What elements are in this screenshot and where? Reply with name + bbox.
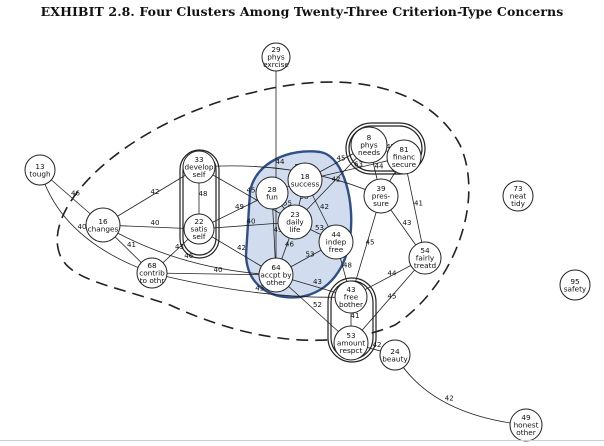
edge-weight-33-23: 45 bbox=[247, 187, 256, 195]
node-label-22-2: self bbox=[193, 232, 206, 241]
node-label-95-1: safety bbox=[564, 284, 587, 293]
node-43: 43freebother bbox=[335, 281, 367, 313]
edge-weight-54-43: 44 bbox=[388, 270, 397, 278]
node-label-54-2: treatd bbox=[414, 261, 436, 270]
edge-weight-53-54: 45 bbox=[388, 293, 397, 301]
node-label-23-2: life bbox=[289, 225, 301, 234]
node-label-24-1: beauty bbox=[382, 354, 408, 363]
edge-weight-16-33: 42 bbox=[151, 188, 160, 196]
edge-weight-22-64: 42 bbox=[237, 244, 246, 252]
edge-24-49 bbox=[395, 355, 526, 425]
edge-weight-16-68: 41 bbox=[127, 241, 136, 249]
edge-weight-29-64: 44 bbox=[276, 158, 285, 166]
node-label-16-1: changes bbox=[88, 224, 119, 233]
node-label-81-2: secure bbox=[392, 160, 417, 169]
node-label-73-2: tidy bbox=[511, 199, 526, 208]
node-label-28-1: fun bbox=[266, 192, 278, 201]
edge-weight-22-23: 40 bbox=[247, 218, 256, 226]
edge-weight-81-54: 41 bbox=[414, 200, 423, 208]
node-54: 54fairlytreatd bbox=[409, 242, 441, 274]
node-64: 64accpt byother bbox=[259, 258, 293, 292]
edge-weight-8-39: 44 bbox=[375, 163, 384, 171]
node-label-33-2: self bbox=[193, 170, 206, 179]
edge-weight-18-44: 42 bbox=[320, 203, 329, 211]
node-label-39-2: sure bbox=[373, 199, 389, 208]
node-label-49-2: other bbox=[516, 428, 535, 437]
node-53: 53amountrespct bbox=[334, 326, 368, 360]
node-label-18-1: success bbox=[291, 179, 320, 188]
edge-weight-44-64: 53 bbox=[306, 251, 315, 259]
edge-weight-23-64: 46 bbox=[285, 241, 294, 249]
node-label-53-2: respct bbox=[340, 346, 363, 355]
edge-weight-64-43: 43 bbox=[313, 278, 322, 286]
edge-weight-18-8: 45 bbox=[337, 155, 346, 163]
node-label-8-2: needs bbox=[358, 148, 380, 157]
edge-weight-8-23: 42 bbox=[332, 176, 341, 184]
node-label-13-1: tough bbox=[29, 169, 50, 178]
edge-weight-44-43: 48 bbox=[343, 262, 352, 270]
bottom-rule bbox=[0, 440, 604, 441]
node-label-29-2: exrcise bbox=[263, 60, 289, 69]
edge-weight-39-43: 45 bbox=[366, 239, 375, 247]
edge-weight-39-54: 43 bbox=[403, 219, 412, 227]
edge-weight-24-49: 42 bbox=[445, 395, 454, 403]
edge-weight-33-22: 48 bbox=[199, 190, 208, 198]
edge-weight-53-24: 42 bbox=[373, 341, 382, 349]
edge-weight-64-53: 52 bbox=[313, 301, 322, 309]
edge-weight-13-68: 40 bbox=[78, 223, 87, 231]
node-label-43-2: bother bbox=[339, 300, 363, 309]
node-label-44-2: free bbox=[329, 245, 344, 254]
edge-weight-68-64: 40 bbox=[214, 266, 223, 274]
edge-weight-22-28: 49 bbox=[235, 203, 244, 211]
edge-weight-13-16: 46 bbox=[71, 190, 80, 198]
node-label-68-2: to othr bbox=[140, 276, 165, 285]
edge-weight-22-68: 43 bbox=[175, 243, 184, 251]
edge-weight-16-64: 46 bbox=[184, 252, 193, 260]
edge-weight-16-22: 40 bbox=[151, 219, 160, 227]
node-label-64-2: other bbox=[266, 278, 285, 287]
